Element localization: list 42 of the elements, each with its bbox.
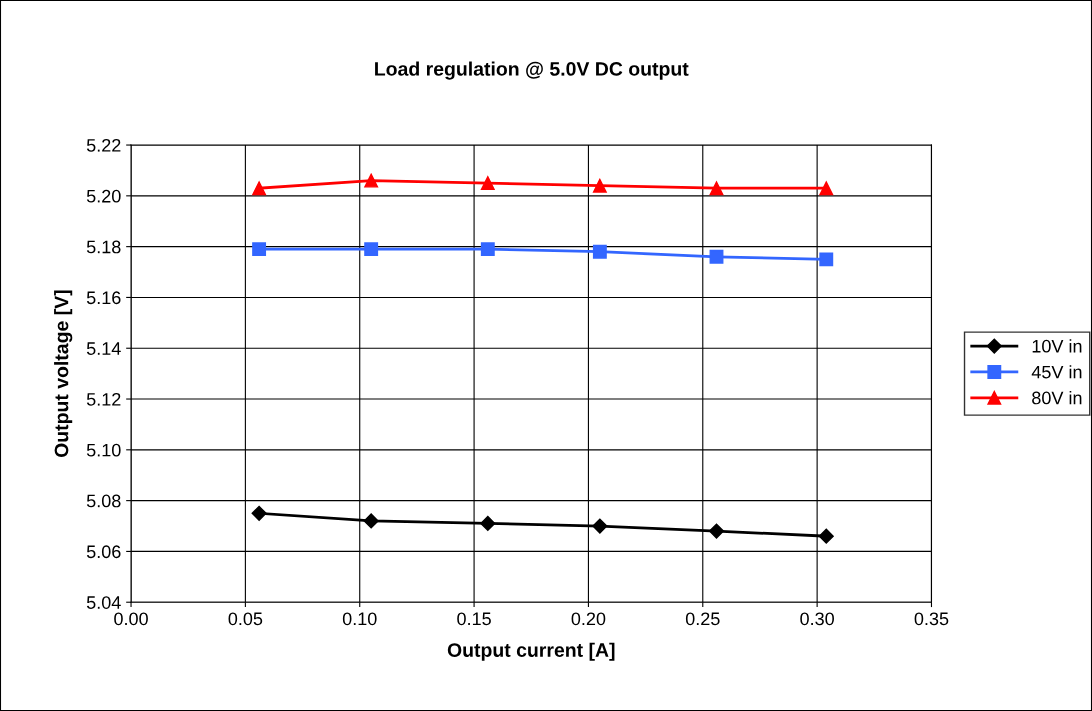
y-tick-label: 5.12 bbox=[86, 392, 121, 406]
x-tick-label: 0.20 bbox=[571, 612, 606, 626]
y-tick-label: 5.22 bbox=[86, 138, 121, 152]
x-tick-label: 0.30 bbox=[800, 612, 834, 626]
x-tick-label: 0.00 bbox=[114, 612, 148, 626]
point bbox=[480, 176, 495, 191]
point bbox=[480, 515, 496, 532]
y-tick-label: 5.08 bbox=[86, 494, 121, 508]
legend-label: 45V in bbox=[1031, 365, 1082, 379]
y-tick-label: 5.20 bbox=[86, 189, 121, 203]
point bbox=[252, 181, 267, 196]
point bbox=[480, 242, 495, 257]
chart-title: Load regulation @ 5.0V DC output bbox=[375, 61, 689, 80]
legend-label: 10V in bbox=[1032, 339, 1082, 353]
y-tick-label: 5.18 bbox=[86, 240, 121, 254]
x-tick-label: 0.35 bbox=[914, 612, 949, 626]
x-axis-title: Output current [A] bbox=[447, 642, 615, 661]
point bbox=[709, 181, 724, 196]
x-tick-label: 0.10 bbox=[342, 612, 377, 626]
point bbox=[252, 242, 267, 257]
y-axis-title: Output voltage [V] bbox=[54, 290, 73, 458]
point bbox=[819, 181, 834, 196]
point bbox=[364, 173, 379, 188]
x-tick-label: 0.15 bbox=[457, 612, 491, 626]
point bbox=[364, 242, 379, 257]
y-tick-label: 5.06 bbox=[86, 545, 121, 559]
point bbox=[709, 249, 724, 264]
y-tick-label: 5.04 bbox=[86, 596, 121, 609]
x-tick-label: 0.05 bbox=[228, 612, 263, 626]
point bbox=[592, 178, 607, 193]
point bbox=[363, 513, 379, 529]
x-tick-label: 0.25 bbox=[685, 612, 720, 626]
point bbox=[819, 252, 834, 267]
y-tick-label: 5.14 bbox=[86, 342, 121, 355]
point bbox=[592, 244, 607, 259]
point bbox=[592, 518, 608, 534]
point bbox=[251, 505, 267, 521]
point bbox=[708, 523, 725, 539]
legend-label: 80V in bbox=[1032, 391, 1082, 405]
y-tick-label: 5.16 bbox=[86, 291, 121, 305]
point bbox=[818, 528, 834, 544]
y-tick-label: 5.10 bbox=[86, 443, 121, 457]
